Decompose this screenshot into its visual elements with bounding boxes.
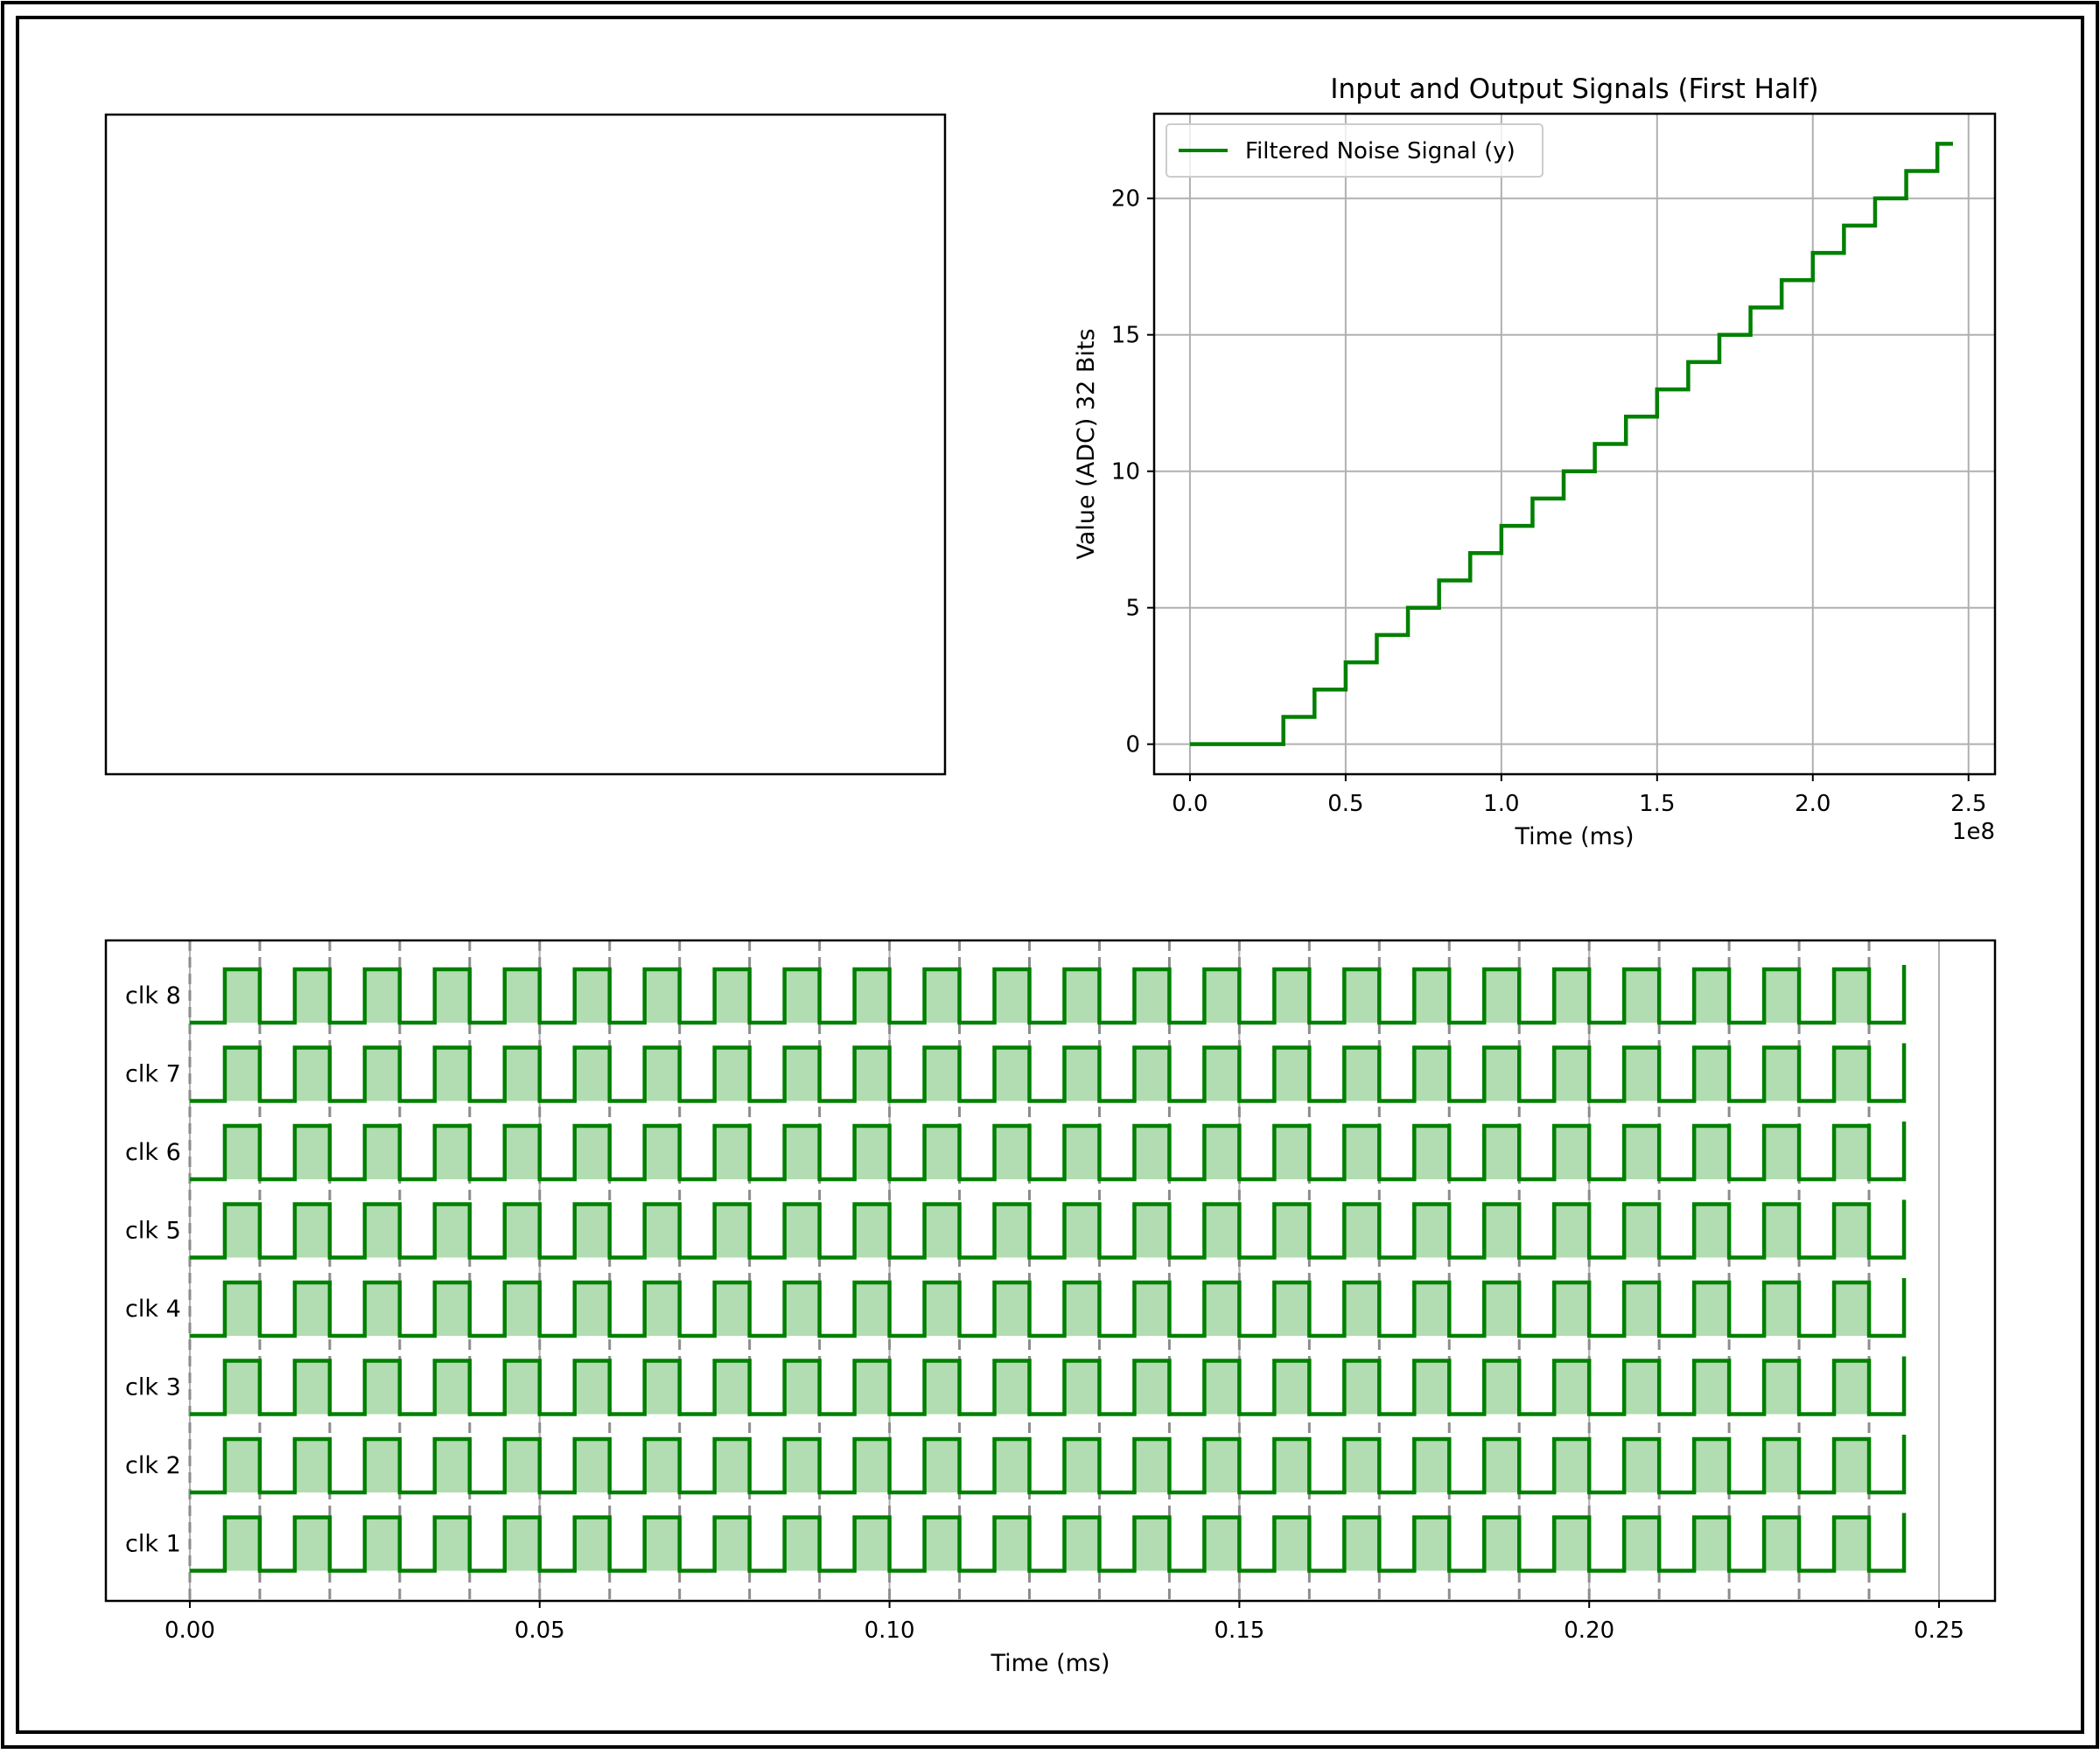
clock-high-fill <box>224 1439 1870 1492</box>
clock-row <box>189 1435 1907 1495</box>
x-tick-label: 1.5 <box>1639 791 1675 817</box>
y-tick-label: 20 <box>1111 186 1140 213</box>
clock-high-fill <box>224 1204 1870 1258</box>
x-tick-label: 0.15 <box>1214 1618 1264 1644</box>
legend-box <box>1166 123 1544 178</box>
x-tick-label: 2.5 <box>1950 791 1986 817</box>
x-tick-label: 0.5 <box>1327 791 1363 817</box>
clock-row <box>189 1122 1907 1182</box>
clock-dashed-marks <box>188 940 1871 1601</box>
clock-waveforms <box>189 965 1907 1573</box>
clock-waveform-line <box>189 1356 1907 1416</box>
clock-channel-label: clk 1 <box>125 1531 181 1558</box>
signal-chart-title: Input and Output Signals (First Half) <box>1330 73 1818 105</box>
clock-row <box>189 1356 1907 1416</box>
clock-channel-label: clk 5 <box>125 1218 181 1245</box>
clock-waveform-line <box>189 1043 1907 1103</box>
clock-channel-label: clk 2 <box>125 1452 181 1479</box>
clock-channel-label: clk 6 <box>125 1139 181 1166</box>
clock-channel-label: clk 4 <box>125 1296 181 1323</box>
clock-waveform-line <box>189 965 1907 1025</box>
signal-chart: 0.0 0.5 1.0 1.5 2.0 2.5 0 5 10 15 20 Input and Ou… <box>1073 73 1997 850</box>
signal-x-ticks: 0.0 0.5 1.0 1.5 2.0 2.5 <box>1172 774 1986 817</box>
x-tick-label: 0.0 <box>1172 791 1208 817</box>
signal-grid <box>1154 114 1995 774</box>
signal-y-ticks: 0 5 10 15 20 <box>1111 186 1154 758</box>
signal-plot-area <box>1189 142 1953 746</box>
x-tick-label: 0.10 <box>864 1618 915 1644</box>
x-tick-label: 0.00 <box>164 1618 215 1644</box>
y-tick-label: 10 <box>1111 459 1140 486</box>
clock-channel-label: clk 7 <box>125 1061 181 1088</box>
clock-grid <box>188 940 1941 1601</box>
clock-waveform-line <box>189 1199 1907 1260</box>
clock-high-fill <box>224 1126 1870 1179</box>
clock-x-ticks: 0.00 0.05 0.10 0.15 0.20 0.25 <box>164 1601 1964 1644</box>
clock-channel-label: clk 3 <box>125 1374 181 1401</box>
clock-waveform-line <box>189 1513 1907 1573</box>
signal-legend: Filtered Noise Signal (y) <box>1166 123 1544 178</box>
clock-waveform-line <box>189 1278 1907 1338</box>
x-tick-label: 1.0 <box>1483 791 1519 817</box>
x-tick-label: 0.20 <box>1564 1618 1614 1644</box>
signal-axes-frame <box>1152 112 1997 776</box>
x-tick-label: 0.25 <box>1914 1618 1964 1644</box>
signal-x-axis-label: Time (ms) <box>1514 823 1634 850</box>
signal-series-line <box>1189 142 1953 746</box>
clock-high-fill <box>224 1047 1870 1101</box>
x-tick-label: 2.0 <box>1795 791 1830 817</box>
signal-x-offset-label: 1e8 <box>1952 819 1995 845</box>
clock-waveform-line <box>189 1122 1907 1182</box>
signal-y-axis-label: Value (ADC) 32 Bits <box>1073 328 1100 559</box>
clock-row <box>189 1199 1907 1260</box>
inner-border <box>16 16 2084 1734</box>
clock-x-axis-label: Time (ms) <box>990 1650 1110 1677</box>
clock-row <box>189 1043 1907 1103</box>
x-tick-label: 0.05 <box>514 1618 565 1644</box>
clock-channel-label: clk 8 <box>125 982 181 1010</box>
clock-high-fill <box>224 969 1870 1023</box>
clock-axes-frame <box>104 939 1997 1603</box>
clock-channel-labels: clk 8 clk 7 clk 6 clk 5 clk 4 clk 3 clk 2 clk 1 <box>125 982 181 1558</box>
clock-high-fill <box>224 1517 1870 1571</box>
y-tick-label: 0 <box>1125 732 1140 758</box>
clock-row <box>189 1513 1907 1573</box>
clock-high-fill <box>224 1360 1870 1415</box>
empty-axes-panel <box>104 113 947 776</box>
y-tick-label: 15 <box>1111 323 1140 349</box>
clock-row <box>189 965 1907 1025</box>
clock-high-fill <box>224 1282 1870 1336</box>
legend-entry-label: Filtered Noise Signal (y) <box>1245 138 1516 164</box>
clock-waveform-line <box>189 1435 1907 1495</box>
y-tick-label: 5 <box>1125 596 1140 622</box>
clock-timing-chart: 0.00 0.05 0.10 0.15 0.20 0.25 clk 8 clk 7 clk 6… <box>104 939 1997 1677</box>
clock-row <box>189 1278 1907 1338</box>
